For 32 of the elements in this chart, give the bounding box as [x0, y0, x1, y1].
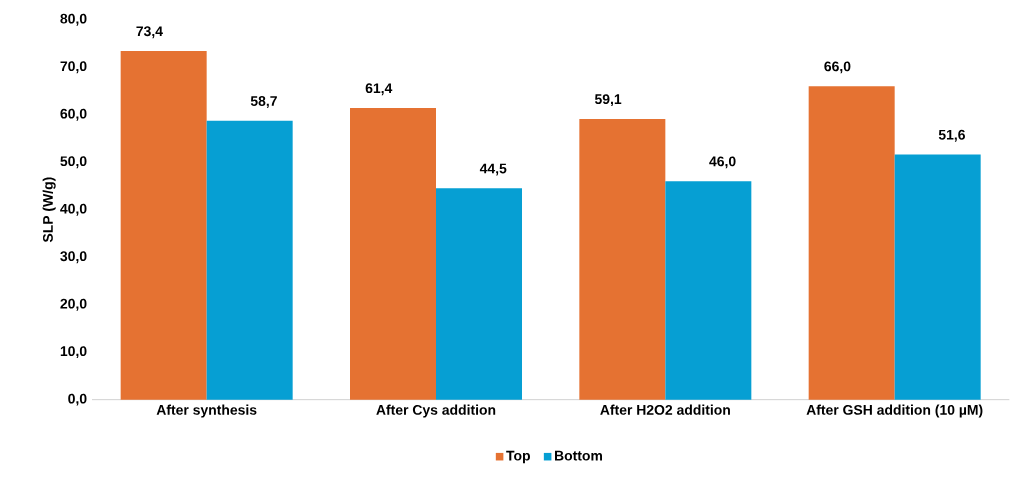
x-tick-label: After synthesis	[156, 404, 257, 418]
data-label: 59,1	[594, 94, 622, 107]
bar	[665, 181, 752, 400]
bar	[894, 154, 981, 400]
bar	[350, 108, 436, 400]
data-label: 73,4	[136, 26, 163, 39]
data-label: 66,0	[824, 61, 851, 74]
bar	[436, 188, 523, 400]
bar	[808, 86, 895, 400]
data-label: 61,4	[365, 83, 393, 96]
y-tick-label: 0,0	[68, 393, 87, 406]
data-label: 51,6	[938, 129, 965, 142]
y-tick-label: 70,0	[60, 61, 87, 74]
y-tick-label: 80,0	[60, 13, 87, 26]
y-tick-label: 30,0	[60, 251, 87, 264]
y-tick-label: 50,0	[60, 156, 87, 169]
y-tick-label: 20,0	[60, 298, 87, 311]
legend-label: Top	[506, 450, 530, 464]
data-label: 46,0	[709, 156, 736, 169]
data-label: 44,5	[479, 163, 507, 176]
x-tick-label: After GSH addition (10 µM)	[806, 404, 983, 418]
data-label: 58,7	[250, 96, 277, 108]
bar	[206, 120, 293, 400]
x-tick-label: After Cys addition	[376, 404, 496, 418]
y-tick-label: 60,0	[60, 108, 87, 121]
bar	[120, 51, 207, 400]
y-tick-label: 10,0	[60, 346, 87, 359]
y-axis-title: SLP (W/g)	[42, 177, 56, 243]
bar	[579, 118, 666, 400]
legend-label: Bottom	[555, 450, 602, 461]
y-tick-label: 40,0	[60, 203, 87, 216]
x-tick-label: After H2O2 addition	[600, 404, 730, 415]
